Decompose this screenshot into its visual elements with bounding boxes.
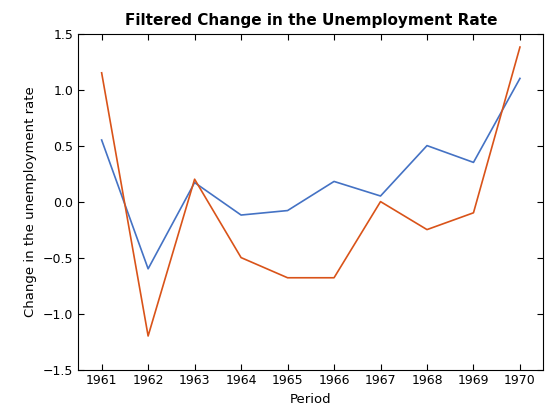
Y-axis label: Change in the unemployment rate: Change in the unemployment rate bbox=[25, 86, 38, 317]
Title: Filtered Change in the Unemployment Rate: Filtered Change in the Unemployment Rate bbox=[124, 13, 497, 28]
X-axis label: Period: Period bbox=[290, 393, 332, 406]
